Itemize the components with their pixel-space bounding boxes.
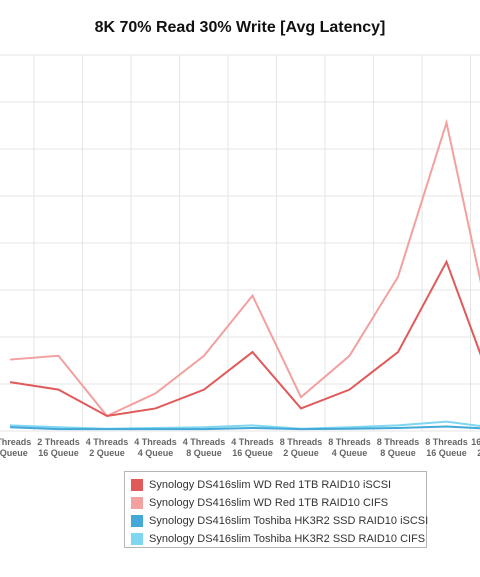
x-tick-label: 1 Queue xyxy=(0,448,28,458)
x-tick-label: 4 Queue xyxy=(138,448,174,458)
x-tick-label: 8 Threads xyxy=(377,437,420,447)
legend-swatch xyxy=(131,515,143,527)
x-tick-label: 2 Queue xyxy=(283,448,319,458)
x-tick-label: 4 Threads xyxy=(134,437,177,447)
x-tick-label: 8 Queue xyxy=(186,448,222,458)
legend-item-4[interactable]: Synology DS416slim Toshiba HK3R2 SSD RAI… xyxy=(125,530,426,548)
legend-label: Synology DS416slim WD Red 1TB RAID10 iSC… xyxy=(149,479,392,491)
legend-item-3[interactable]: Synology DS416slim Toshiba HK3R2 SSD RAI… xyxy=(125,512,429,530)
x-tick-label: 16 Queue xyxy=(232,448,273,458)
x-tick-label: 1 Threads xyxy=(0,437,31,447)
legend-label: Synology DS416slim Toshiba HK3R2 SSD RAI… xyxy=(149,515,429,527)
x-tick-label: 4 Threads xyxy=(86,437,129,447)
series-line-1 xyxy=(9,259,480,417)
series-line-3 xyxy=(9,425,480,431)
x-tick-label: 2 Queue xyxy=(477,448,480,458)
legend-swatch xyxy=(131,497,143,509)
x-tick-label: 16 Queue xyxy=(426,448,467,458)
legend-swatch xyxy=(131,533,143,545)
chart-title: 8K 70% Read 30% Write [Avg Latency] xyxy=(94,19,386,36)
x-tick-label: 8 Queue xyxy=(380,448,416,458)
x-tick-label: 16 Queue xyxy=(38,448,79,458)
series-line-2 xyxy=(9,118,480,418)
legend: Synology DS416slim WD Red 1TB RAID10 iSC… xyxy=(124,471,429,548)
legend-item-2[interactable]: Synology DS416slim WD Red 1TB RAID10 CIF… xyxy=(125,494,426,512)
legend-swatch xyxy=(131,479,143,491)
grid xyxy=(0,54,480,432)
x-tick-label: 8 Threads xyxy=(425,437,468,447)
x-tick-label: 16 Threads xyxy=(471,437,480,447)
x-tick-label: 4 Threads xyxy=(231,437,274,447)
legend-item-1[interactable]: Synology DS416slim WD Red 1TB RAID10 iSC… xyxy=(125,476,426,494)
series-lines xyxy=(9,118,480,431)
x-tick-label: 2 Queue xyxy=(89,448,125,458)
legend-label: Synology DS416slim Toshiba HK3R2 SSD RAI… xyxy=(149,533,426,545)
x-tick-label: 4 Queue xyxy=(332,448,368,458)
legend-label: Synology DS416slim WD Red 1TB RAID10 CIF… xyxy=(149,497,389,509)
x-tick-label: 8 Threads xyxy=(280,437,323,447)
x-tick-label: 4 Threads xyxy=(183,437,226,447)
x-tick-label: 2 Threads xyxy=(37,437,80,447)
x-tick-label: 8 Threads xyxy=(328,437,371,447)
